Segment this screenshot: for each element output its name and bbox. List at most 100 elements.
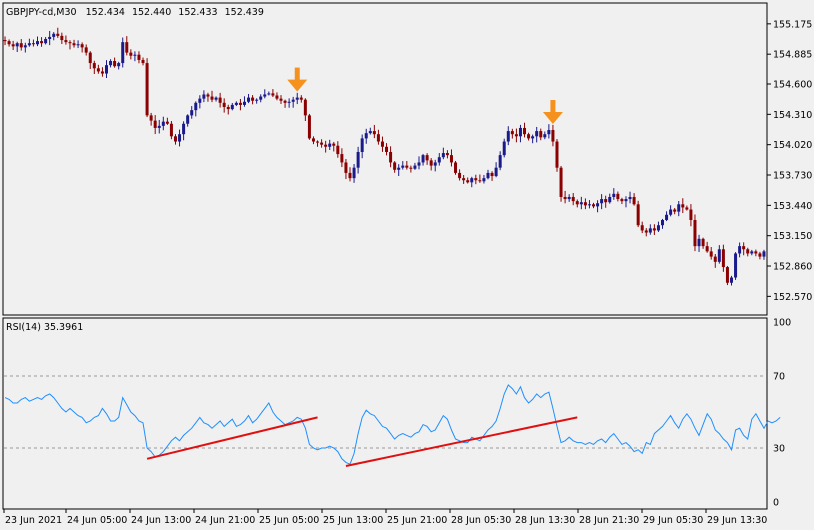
candle [3,36,7,46]
candle [441,147,445,160]
candle [60,32,64,44]
candle [92,60,96,74]
candle [44,37,48,45]
candle [222,98,226,113]
candle [604,195,608,208]
candle [474,174,478,185]
candle [72,39,76,48]
candle [624,196,628,208]
time-tick-label: 28 Jun 13:30 [515,515,575,526]
candle [210,90,214,103]
candle [612,188,616,200]
candle [523,122,527,138]
candle [563,190,567,204]
down-arrow-marker [287,67,308,92]
candle [750,249,754,256]
candle [364,128,368,144]
candle [263,89,267,99]
candle [746,247,750,257]
candle [685,205,689,211]
candle [247,93,251,104]
candle [632,193,636,206]
candle [372,124,376,139]
price-tick-label: 152.570 [773,292,812,303]
candle [713,253,717,268]
candle [677,200,681,217]
rsi-tick-label: 0 [773,498,779,509]
candle [555,139,559,172]
candle [742,242,746,256]
candle [543,131,547,140]
candle [486,169,490,180]
time-axis: 23 Jun 2021 24 Jun 05:00 24 Jun 13:00 24 Ju… [3,509,767,526]
candle [705,241,709,253]
rsi-tick-label: 70 [773,372,785,383]
candle [368,127,372,135]
candle [462,174,466,184]
candle [255,98,259,104]
candle [271,89,275,98]
candle [238,98,242,111]
candle [242,96,246,107]
time-tick-label: 28 Jun 21:30 [579,515,639,526]
candle [665,211,669,222]
candle [121,37,125,68]
rsi-trendline [345,416,578,467]
candle [141,57,145,66]
candle [328,139,332,151]
candles [3,27,766,286]
candle [567,194,571,202]
candle [661,218,665,229]
rsi-trendlines [146,416,578,467]
time-tick-label: 29 Jun 13:30 [707,515,767,526]
candle [198,95,202,109]
candle [376,129,380,145]
markers [287,67,563,125]
time-tick-label: 24 Jun 21:00 [195,515,255,526]
candle [109,59,113,68]
candle [701,237,705,249]
candle [656,221,660,232]
time-tick-label: 24 Jun 13:00 [131,515,191,526]
candle [494,162,498,178]
candle [482,174,486,184]
rsi-line [4,384,781,465]
candle [527,132,531,141]
candle [608,193,612,204]
candle [510,128,514,139]
candle [697,234,701,252]
price-tick-label: 154.885 [773,50,812,61]
candle [104,60,108,78]
candle [340,148,344,168]
candle [445,150,449,159]
time-tick-label: 24 Jun 05:00 [67,515,127,526]
candle [48,30,52,46]
ohlc-open: 152.434 [86,7,125,18]
candle [413,162,417,170]
candle [96,64,100,74]
candle [470,176,474,188]
candle [502,138,506,158]
price-tick-label: 155.175 [773,19,812,30]
rsi-tick-label: 30 [773,444,785,455]
candle [7,39,11,47]
candle [579,196,583,210]
candle [295,92,299,105]
candle [514,128,518,143]
time-tick-label: 25 Jun 05:00 [259,515,319,526]
candle [401,161,405,170]
candle [173,134,177,145]
candle [689,204,693,227]
candle [145,58,149,118]
rsi-levels [4,375,766,449]
candle [23,42,27,53]
candle [409,165,413,173]
candle [267,91,271,96]
candle [149,112,153,126]
candle [129,49,133,60]
time-tick-label: 23 Jun 2021 [5,515,62,526]
candle [165,117,169,125]
candle [385,143,389,156]
time-tick-label: 25 Jun 21:00 [387,515,447,526]
candle [113,57,117,68]
